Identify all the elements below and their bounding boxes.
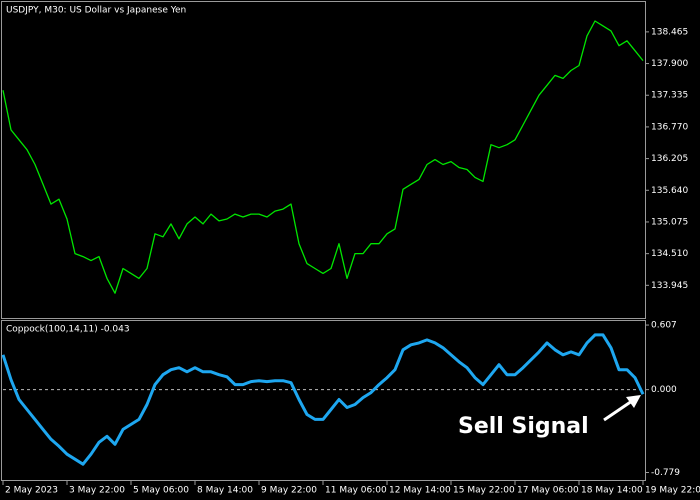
y-tick-label: 136.770 bbox=[651, 122, 688, 132]
y-tick-label: -0.779 bbox=[651, 468, 680, 478]
y-tick-label: 138.465 bbox=[651, 27, 688, 37]
x-tick-label: 12 May 14:00 bbox=[389, 486, 451, 496]
annotation-arrow bbox=[603, 395, 641, 422]
chart-title: USDJPY, M30: US Dollar vs Japanese Yen bbox=[6, 6, 186, 16]
price-line bbox=[1, 333, 645, 466]
y-tick-label: 136.205 bbox=[651, 154, 688, 164]
price-line bbox=[2, 20, 644, 294]
y-tick-label: 0.000 bbox=[651, 385, 677, 395]
x-tick-label: 8 May 14:00 bbox=[197, 486, 253, 496]
y-tick-label: 135.075 bbox=[651, 217, 688, 227]
y-tick-label: 137.335 bbox=[651, 91, 688, 101]
y-tick-label: 135.640 bbox=[651, 186, 688, 196]
arrow-head bbox=[626, 395, 641, 408]
indicator-title: Coppock(100,14,11) -0.043 bbox=[6, 325, 130, 335]
x-tick-label: 19 May 22:00 bbox=[645, 486, 700, 496]
price-panel-frame bbox=[1, 1, 646, 319]
annotation: Sell Signal bbox=[458, 414, 589, 439]
y-tick-label: 134.510 bbox=[651, 249, 688, 259]
x-tick-label: 9 May 22:00 bbox=[261, 486, 317, 496]
x-tick-label: 2 May 2023 bbox=[5, 486, 58, 496]
y-tick-label: 137.900 bbox=[651, 59, 688, 69]
indicator-panel-frame bbox=[1, 320, 646, 481]
x-tick-label: 18 May 14:00 bbox=[581, 486, 643, 496]
x-tick-label: 11 May 06:00 bbox=[325, 486, 387, 496]
x-tick-label: 5 May 06:00 bbox=[133, 486, 189, 496]
y-tick-label: 0.607 bbox=[651, 321, 677, 331]
y-tick-label: 133.945 bbox=[651, 281, 688, 291]
x-tick-label: 15 May 22:00 bbox=[453, 486, 515, 496]
x-tick-label: 17 May 06:00 bbox=[517, 486, 579, 496]
arrow-shaft bbox=[603, 399, 633, 422]
x-tick-label: 3 May 22:00 bbox=[69, 486, 125, 496]
